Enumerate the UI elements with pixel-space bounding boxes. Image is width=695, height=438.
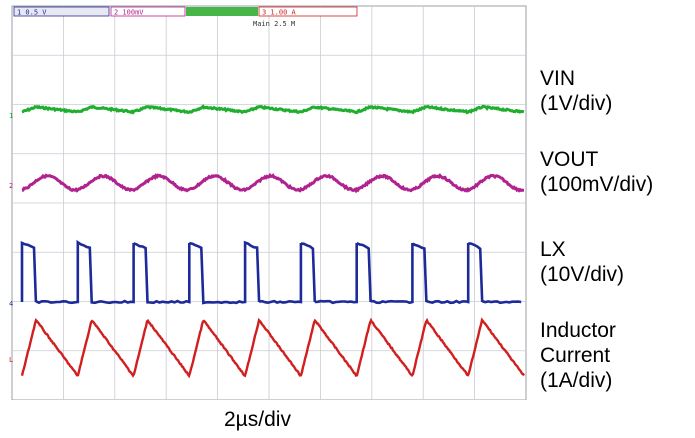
vout-label-scale: (100mV/div) [540, 173, 654, 196]
oscilloscope-plot: 1 0.5 V 2 100mV 3 1.00 A Main 2.5 M 1 2 … [9, 5, 527, 400]
il-marker: L [9, 356, 13, 364]
vout-label-name: VOUT [540, 148, 599, 171]
lx-label-name: LX [540, 238, 566, 261]
lx-marker: 4 [9, 300, 13, 308]
status-box [186, 7, 258, 16]
ch3-setting: 3 1.00 A [262, 9, 297, 17]
vin-label-name: VIN [540, 67, 576, 90]
ch3-box [258, 6, 358, 17]
vin-label-scale: (1V/div) [540, 92, 613, 115]
vin-marker: 1 [9, 112, 13, 120]
header-bar: 1 0.5 V 2 100mV 3 1.00 A Main 2.5 M [13, 6, 358, 28]
x-axis-scale-label: 2µs/div [224, 408, 291, 431]
lx-trace [20, 239, 522, 305]
ch1-setting: 1 0.5 V [17, 9, 47, 17]
inductor-current-label: Inductor Current (1A/div) [540, 318, 616, 393]
timebase-readout: Main 2.5 M [253, 20, 295, 28]
vout-label: VOUT (100mV/div) [540, 147, 653, 197]
vout-marker: 2 [9, 182, 13, 190]
lx-label: LX (10V/div) [540, 237, 624, 287]
ch1-box [13, 6, 110, 17]
ch2-box [110, 6, 186, 17]
inductor-current-trace [20, 317, 525, 379]
il-label-name2: Current [540, 344, 611, 367]
il-label-scale: (1A/div) [540, 369, 613, 392]
ch2-setting: 2 100mV [114, 9, 144, 17]
lx-label-scale: (10V/div) [540, 263, 625, 286]
il-label-name: Inductor [540, 319, 616, 342]
vout-trace [21, 172, 524, 194]
grid [12, 6, 526, 400]
vin-label: VIN (1V/div) [540, 66, 612, 116]
vin-trace [21, 104, 525, 115]
